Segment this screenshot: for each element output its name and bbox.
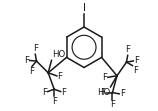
Text: F: F	[52, 97, 57, 106]
Text: HO: HO	[97, 88, 110, 97]
Text: F: F	[133, 66, 138, 75]
Text: I: I	[83, 3, 86, 13]
Text: F: F	[125, 45, 130, 54]
Text: F: F	[61, 88, 66, 97]
Text: F: F	[110, 100, 115, 109]
Text: F: F	[33, 44, 38, 53]
Text: F: F	[24, 56, 29, 65]
Text: F: F	[29, 67, 34, 76]
Text: F: F	[100, 88, 105, 97]
Text: F: F	[120, 89, 125, 98]
Text: HO: HO	[52, 50, 65, 59]
Text: F: F	[57, 72, 62, 81]
Text: F: F	[102, 73, 107, 82]
Text: F: F	[134, 56, 139, 65]
Text: F: F	[42, 88, 47, 97]
